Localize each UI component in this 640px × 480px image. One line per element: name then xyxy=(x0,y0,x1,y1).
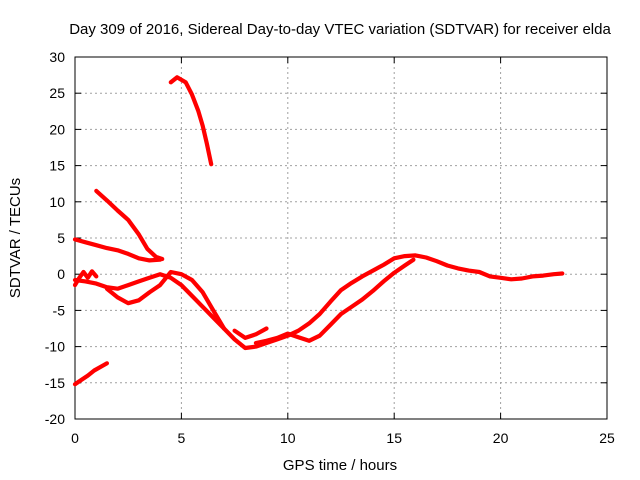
y-tick-label: 10 xyxy=(49,194,65,210)
y-tick-label: 0 xyxy=(57,266,65,282)
series-line-seg-7 xyxy=(104,269,227,331)
series-line-seg-3 xyxy=(94,188,165,262)
series-group xyxy=(72,75,565,387)
x-tick-label: 20 xyxy=(493,430,509,446)
series-line-seg-8 xyxy=(253,257,416,346)
y-tick-label: 30 xyxy=(49,49,65,65)
y-tick-label: -15 xyxy=(45,375,65,391)
series-line-seg-4 xyxy=(168,75,214,167)
x-tick-label: 25 xyxy=(599,430,615,446)
y-tick-label: -20 xyxy=(45,411,65,427)
grid xyxy=(75,57,607,419)
y-tick-label: -5 xyxy=(53,302,66,318)
series-line-seg-9 xyxy=(232,326,269,340)
series-line-seg-2 xyxy=(72,237,163,263)
y-tick-label: 20 xyxy=(49,121,65,137)
y-tick-label: 15 xyxy=(49,158,65,174)
y-tick-label: 5 xyxy=(57,230,65,246)
x-tick-label: 15 xyxy=(386,430,402,446)
x-tick-label: 0 xyxy=(71,430,79,446)
y-tick-label: -10 xyxy=(45,339,65,355)
x-tick-labels: 0 5 10 15 20 25 xyxy=(71,430,615,446)
chart-title: Day 309 of 2016, Sidereal Day-to-day VTE… xyxy=(69,21,611,38)
x-tick-label: 5 xyxy=(178,430,186,446)
y-tick-labels: -20 -15 -10 -5 0 5 10 15 20 25 30 xyxy=(45,49,65,427)
series-line-seg-6 xyxy=(72,253,565,351)
series-line-seg-1 xyxy=(72,361,110,387)
y-tick-label: 25 xyxy=(49,85,65,101)
x-tick-label: 10 xyxy=(280,430,296,446)
y-axis-label: SDTVAR / TECUs xyxy=(7,178,24,298)
x-axis-label: GPS time / hours xyxy=(283,457,397,474)
